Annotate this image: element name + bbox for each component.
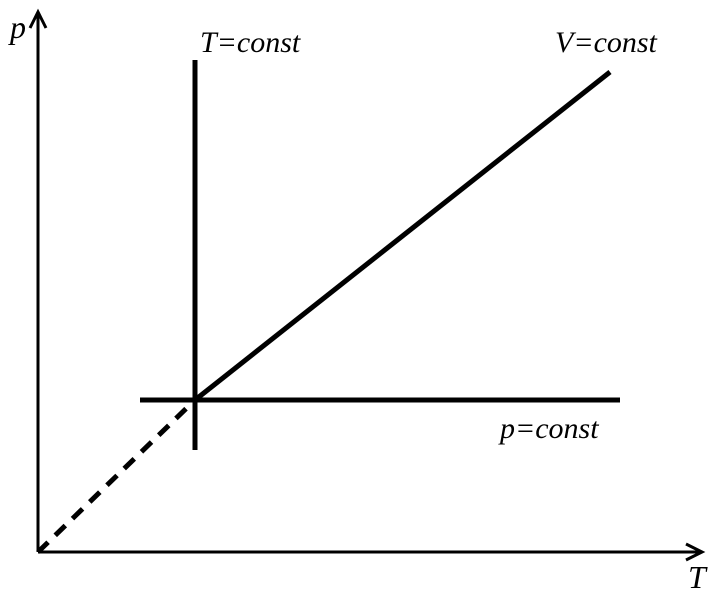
pt-diagram: p T T=const V=const p=const — [0, 0, 719, 592]
y-axis-label: p — [8, 9, 26, 45]
isochoric-dashed — [38, 400, 195, 552]
isothermal-label: T=const — [200, 26, 301, 59]
x-axis-label: T — [688, 559, 708, 592]
isochoric-line — [195, 72, 610, 400]
isochoric-label: V=const — [555, 26, 658, 59]
isobaric-label: p=const — [498, 412, 599, 445]
